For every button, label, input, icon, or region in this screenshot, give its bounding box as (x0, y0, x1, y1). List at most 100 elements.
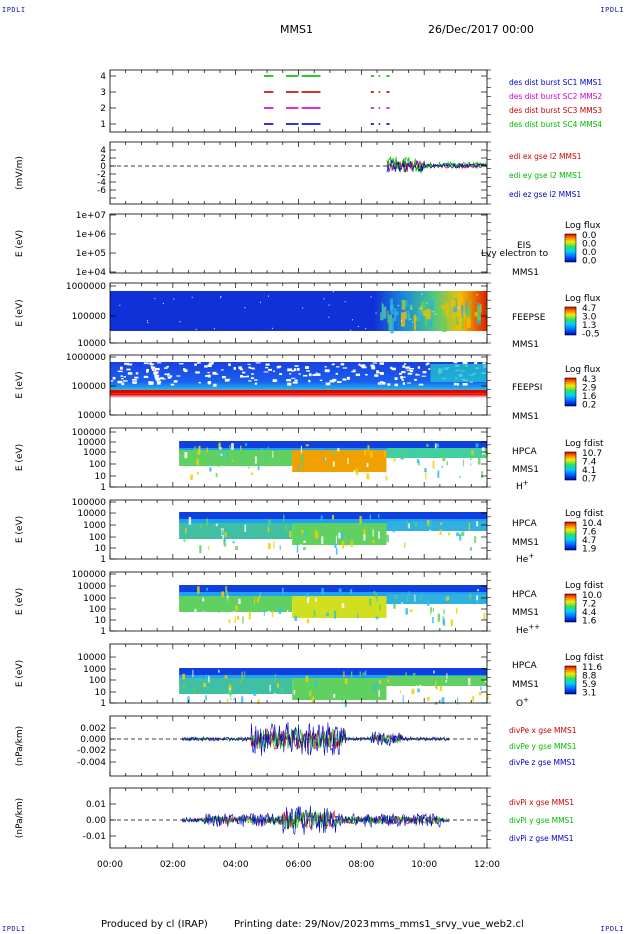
heatmap-gap (410, 318, 412, 320)
heatmap-cell (409, 691, 413, 695)
ytick-label: 1e+06 (76, 230, 107, 240)
heatmap-gap (376, 370, 379, 374)
heatmap-gap (167, 375, 171, 377)
heatmap-cell (370, 451, 373, 458)
heatmap-cell (215, 684, 218, 688)
heatmap-cell (284, 524, 288, 531)
heatmap-gap (420, 307, 422, 309)
heatmap-gap (156, 381, 162, 383)
burst-interval (301, 91, 321, 93)
heatmap-gap (143, 362, 149, 365)
colorbar-value: 1.3 (582, 321, 596, 331)
heatmap-gap (287, 368, 293, 371)
y-axis-label: (nPa/km) (15, 798, 25, 838)
heatmap-cell (385, 609, 387, 612)
heatmap-cell (486, 693, 489, 700)
colorbar-value: 7.2 (582, 600, 596, 610)
heatmap-gap (421, 375, 427, 377)
heatmap-gap (147, 322, 149, 324)
heatmap-cell (364, 449, 366, 456)
heatmap-cell (294, 615, 298, 621)
heatmap-gap (207, 372, 210, 374)
heatmap-cell (473, 541, 475, 549)
heatmap-cell (386, 534, 389, 543)
heatmap-cell (303, 547, 306, 550)
heatmap-cell (363, 534, 366, 541)
ytick-label: 1 (100, 555, 106, 565)
heatmap-cell (406, 300, 408, 307)
y-axis-label: (mV/m) (15, 156, 25, 190)
heatmap-gap (122, 380, 128, 382)
heatmap-gap (248, 366, 252, 369)
heatmap-cell (332, 535, 336, 543)
heatmap-gap (154, 298, 156, 300)
panel-frame (109, 141, 488, 205)
heatmap-cell (409, 609, 413, 612)
burst-interval (370, 123, 374, 125)
heatmap-cell (379, 605, 381, 611)
heatmap-band (179, 592, 487, 598)
burst-interval (301, 75, 321, 77)
heatmap-cell (306, 593, 309, 598)
heatmap-cell (329, 601, 332, 605)
heatmap-gap (149, 363, 155, 365)
heatmap-cell (362, 672, 366, 675)
colorbar-value: 0.0 (582, 231, 597, 241)
colorbar-title: Log flux (565, 221, 601, 231)
heatmap-gap (155, 379, 160, 381)
heatmap-cell (378, 680, 382, 685)
heatmap-cell (446, 461, 449, 466)
colorbar-value: 2.9 (582, 384, 597, 394)
ytick-label: 1000000 (66, 353, 106, 363)
heatmap-cell (436, 443, 440, 448)
heatmap-gap (241, 371, 246, 374)
heatmap-gap (332, 378, 337, 382)
xtick-label: 02:00 (160, 860, 186, 870)
heatmap-cell (340, 532, 344, 539)
instrument-label: HPCA (512, 447, 537, 457)
heatmap-gap (179, 321, 181, 323)
heatmap-gap (303, 374, 308, 377)
heatmap-cell (295, 538, 299, 542)
heatmap-cell (325, 457, 327, 461)
heatmap-gap (336, 381, 342, 383)
heatmap-cell (286, 610, 289, 618)
heatmap-cell (256, 597, 260, 603)
heatmap-gap (127, 363, 133, 366)
heatmap-gap (228, 363, 231, 367)
instrument-label: HPCA (512, 661, 537, 671)
heatmap-gap (355, 373, 361, 377)
heatmap-gap (254, 379, 258, 381)
ytick-label: 100000 (72, 498, 107, 508)
heatmap-cell (347, 457, 349, 465)
heatmap-gap (224, 378, 230, 382)
burst-interval (285, 75, 299, 77)
heatmap-gap (273, 379, 276, 383)
heatmap-gap (238, 366, 242, 370)
divp-trace (182, 805, 450, 836)
heatmap-cell (484, 679, 487, 683)
heatmap-cell (208, 675, 210, 683)
colorbar-value: 4.4 (582, 608, 597, 618)
heatmap-cell (242, 616, 244, 624)
heatmap-cell (215, 472, 218, 478)
heatmap-cell (344, 700, 347, 708)
heatmap-cell (276, 683, 279, 688)
ytick-label: -0.01 (83, 832, 106, 842)
y-axis-label: E (eV) (15, 444, 25, 471)
heatmap-cell (253, 596, 256, 605)
heatmap-gap (462, 362, 468, 365)
heatmap-gap (453, 362, 458, 364)
heatmap-gap (357, 325, 359, 327)
heatmap-cell (333, 693, 336, 698)
burst-interval (285, 91, 299, 93)
heatmap-gap (426, 302, 428, 304)
heatmap-gap (287, 382, 292, 386)
heatmap-cell (337, 447, 340, 452)
heatmap-gap (112, 376, 116, 380)
colorbar (564, 593, 577, 623)
heatmap-cell (432, 607, 434, 612)
heatmap-cell (447, 532, 451, 536)
heatmap-gap (375, 312, 377, 314)
burst-interval (301, 107, 321, 109)
